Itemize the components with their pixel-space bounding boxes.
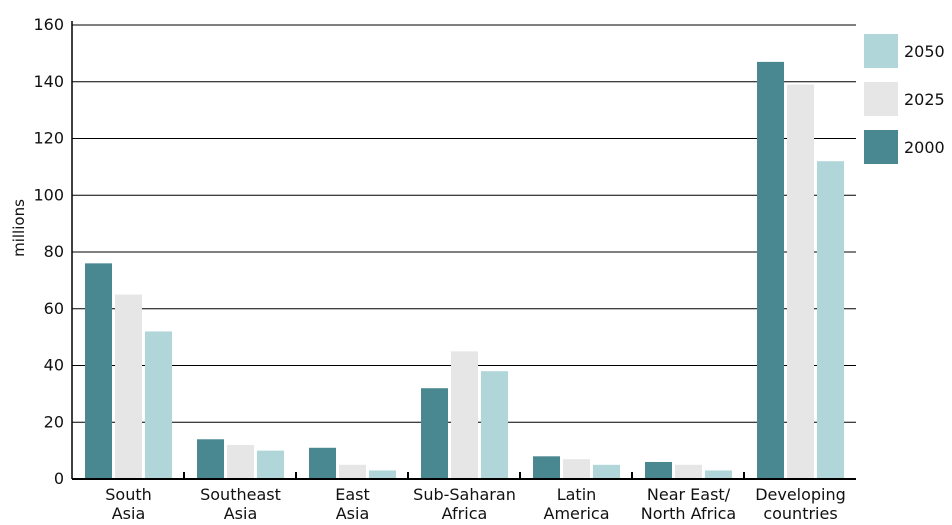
- gridlines: [72, 24, 856, 423]
- category-labels: SouthAsiaSoutheastAsiaEastAsiaSub-Sahara…: [105, 485, 846, 523]
- bar-2025-4: [563, 459, 590, 479]
- category-label: Asia: [224, 504, 258, 523]
- y-tick-label: 80: [44, 242, 64, 261]
- category-label: Developing: [755, 485, 846, 504]
- bar-2050-1: [257, 450, 284, 479]
- category-label: Asia: [112, 504, 146, 523]
- category-label: Southeast: [200, 485, 281, 504]
- bar-2000-6: [757, 61, 784, 479]
- legend-label-2025: 2025: [904, 90, 945, 109]
- bar-2000-0: [85, 263, 112, 479]
- legend-swatch-2025: [864, 82, 898, 116]
- y-axis-title: millions: [10, 199, 28, 257]
- bar-2000-5: [645, 461, 672, 479]
- legend-label-2050: 2050: [904, 42, 945, 61]
- category-label: Africa: [442, 504, 488, 523]
- category-label: Latin: [557, 485, 597, 504]
- bar-2025-5: [675, 464, 702, 479]
- legend-swatch-2000: [864, 130, 898, 164]
- bar-2000-1: [197, 439, 224, 479]
- bar-2025-2: [339, 464, 366, 479]
- category-label: Sub-Saharan: [413, 485, 516, 504]
- y-tick-label: 160: [33, 15, 64, 34]
- category-label: America: [544, 504, 610, 523]
- y-tick-labels: 0 20 40 60 80 100 120 140 160: [33, 15, 64, 488]
- category-label: Near East/: [647, 485, 731, 504]
- y-tick-label: 40: [44, 356, 64, 375]
- bar-2000-3: [421, 388, 448, 479]
- bar-2050-2: [369, 470, 396, 479]
- bars: [85, 61, 844, 480]
- bar-2025-6: [787, 84, 814, 480]
- category-label: Asia: [336, 504, 370, 523]
- y-tick-label: 140: [33, 72, 64, 91]
- bar-2050-0: [145, 331, 172, 479]
- axes: [71, 21, 856, 480]
- legend-label-2000: 2000: [904, 138, 945, 157]
- bar-2000-2: [309, 447, 336, 479]
- bar-2050-6: [817, 161, 844, 479]
- category-label: South: [105, 485, 152, 504]
- y-tick-label: 20: [44, 412, 64, 431]
- category-label: countries: [763, 504, 837, 523]
- category-label: North Africa: [641, 504, 736, 523]
- legend-swatch-2050: [864, 34, 898, 68]
- y-tick-label: 0: [54, 469, 64, 488]
- bar-2025-3: [451, 351, 478, 479]
- bar-2050-3: [481, 371, 508, 479]
- bar-2025-0: [115, 294, 142, 479]
- bar-2025-1: [227, 444, 254, 479]
- y-tick-label: 100: [33, 185, 64, 204]
- bar-2050-4: [593, 464, 620, 479]
- legend: 2050 2025 2000: [864, 34, 945, 164]
- y-tick-label: 60: [44, 299, 64, 318]
- bar-2000-4: [533, 456, 560, 479]
- bar-2050-5: [705, 470, 732, 479]
- y-tick-label: 120: [33, 129, 64, 148]
- category-label: East: [335, 485, 370, 504]
